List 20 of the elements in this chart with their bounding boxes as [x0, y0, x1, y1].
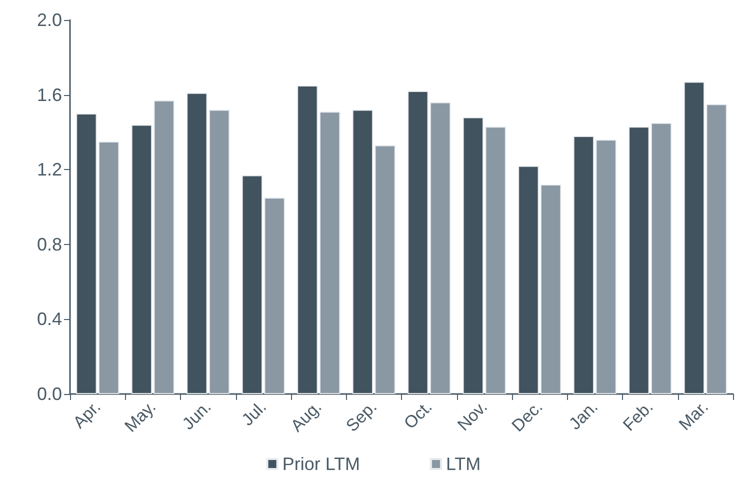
x-tick-label: Mar. [675, 397, 712, 434]
x-tick-label: Apr. [70, 397, 104, 432]
y-tick-label: 1.6 [36, 84, 62, 105]
y-tick-label: 0.0 [36, 384, 62, 404]
x-tick-label: Feb. [619, 397, 657, 435]
x-tick-label: Oct. [400, 397, 436, 433]
x-tick-label: May. [121, 397, 160, 436]
x-tick-label: Jun. [178, 397, 215, 434]
legend-label: LTM [446, 454, 481, 474]
y-tick-label: 1.2 [36, 160, 62, 180]
y-tick-label: 0.4 [36, 309, 62, 330]
x-tick-label: Dec. [508, 397, 546, 436]
y-tick-label: 0.8 [36, 234, 62, 254]
x-tick-label: Jan. [565, 397, 602, 434]
legend-label: Prior LTM [282, 454, 360, 474]
x-tick-label: Jul. [238, 397, 270, 430]
x-tick-label: Nov. [454, 397, 492, 435]
x-tick-label: Sep. [342, 397, 381, 436]
y-tick-label: 2.0 [36, 10, 62, 30]
x-tick-label: Aug. [287, 397, 326, 436]
